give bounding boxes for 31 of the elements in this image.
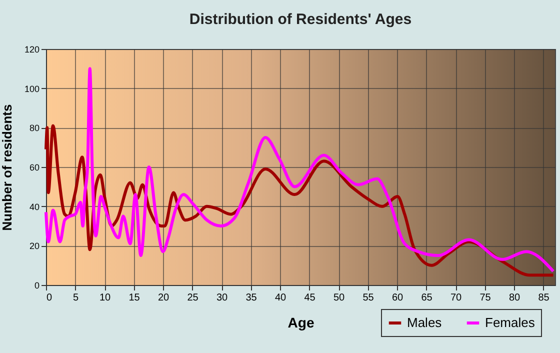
x-tick-label: 40 (274, 292, 287, 304)
x-tick-label: 0 (46, 292, 52, 304)
x-tick-label: 15 (128, 292, 140, 304)
x-tick-label: 60 (392, 292, 404, 304)
y-tick-label: 40 (29, 202, 40, 212)
x-tick-label: 85 (538, 292, 550, 304)
x-tick-label: 10 (99, 292, 112, 304)
x-tick-label: 70 (450, 292, 462, 304)
x-axis-title: Age (288, 314, 314, 330)
y-tick-label: 20 (29, 241, 40, 252)
x-tick-label: 5 (72, 292, 79, 304)
y-tick-label: 60 (29, 162, 40, 172)
line-series (44, 67, 555, 273)
x-tick-label: 35 (246, 292, 258, 304)
x-tick-label: 20 (158, 292, 170, 304)
x-tick-label: 50 (333, 292, 346, 304)
y-tick-label: 80 (29, 123, 40, 134)
y-tick-label: 0 (34, 280, 40, 290)
x-tick-label: 45 (304, 292, 316, 304)
y-tick-label: 120 (24, 44, 40, 54)
x-tick-label: 55 (362, 292, 374, 304)
y-axis-title: Number of residents (0, 104, 14, 231)
x-tick-label: 65 (421, 292, 433, 304)
x-tick-label: 25 (187, 292, 199, 304)
chart-title: Distribution of Residents' Ages (189, 11, 412, 28)
legend-label: Females (485, 315, 536, 330)
legend-label: Males (407, 315, 442, 330)
y-tick-label: 100 (24, 84, 40, 94)
x-tick-label: 75 (480, 292, 492, 304)
x-tick-label: 30 (216, 292, 228, 304)
x-tick-label: 80 (508, 292, 521, 304)
